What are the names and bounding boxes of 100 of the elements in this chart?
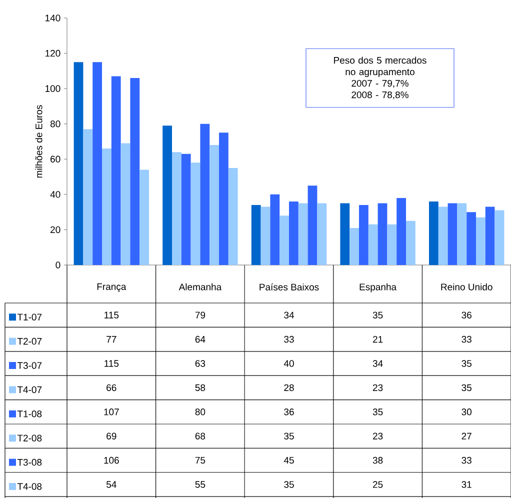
data-label: 35 (462, 360, 472, 367)
y-axis-title: milhões de Euros (35, 105, 42, 178)
y-tick-label: 100 (46, 85, 60, 92)
data-label: 68 (195, 432, 206, 440)
legend-label: T4-08 (17, 483, 42, 490)
data-label: 34 (372, 360, 383, 367)
bar (476, 217, 486, 265)
bar (83, 129, 93, 265)
data-label: 21 (372, 336, 383, 343)
data-label: 115 (104, 312, 119, 318)
bar (340, 203, 350, 265)
bar (438, 206, 448, 265)
x-tick-label: Reino Unido (441, 283, 492, 290)
bar (120, 143, 130, 265)
bar (359, 205, 368, 265)
data-label: 23 (372, 384, 383, 392)
legend-label: T2-08 (17, 434, 42, 442)
legend-label: T1-08 (17, 410, 42, 418)
data-label: 23 (372, 432, 383, 440)
bar (172, 152, 182, 265)
data-label: 27 (462, 432, 472, 440)
data-label: 30 (462, 408, 472, 416)
bar (200, 124, 210, 265)
legend-label: T3-08 (17, 458, 42, 466)
x-tick-label: França (97, 283, 126, 292)
bar (485, 206, 495, 265)
annotation: Peso dos 5 mercados (334, 56, 426, 64)
data-label: 79 (195, 312, 206, 318)
data-label: 28 (284, 384, 294, 392)
bar (387, 224, 397, 265)
bar (457, 203, 467, 265)
y-tick-label: 140 (46, 14, 60, 22)
data-label: 40 (284, 360, 294, 367)
data-label: 34 (284, 312, 294, 318)
bar (289, 201, 298, 265)
data-label: 35 (372, 312, 383, 318)
data-label: 107 (104, 408, 119, 416)
data-label: 69 (106, 432, 116, 440)
annotation: 2008 - 78,8% (352, 91, 408, 100)
data-label: 25 (372, 481, 383, 488)
bar (228, 168, 238, 265)
bar (130, 78, 140, 265)
data-label: 45 (284, 456, 294, 464)
legend-label: T3-07 (17, 362, 42, 369)
data-label: 33 (462, 336, 472, 343)
bar (350, 228, 359, 265)
data-label: 115 (104, 360, 119, 367)
bar (317, 203, 327, 265)
x-tick-label: Países Baixos (260, 283, 319, 290)
data-label: 35 (284, 432, 294, 440)
bar (190, 162, 200, 265)
y-tick-label: 0 (56, 262, 60, 268)
x-tick-label: Alemanha (178, 283, 222, 290)
data-label: 36 (284, 408, 294, 416)
data-label: 35 (284, 481, 294, 488)
legend-label: T1-07 (17, 314, 42, 320)
data-label: 35 (372, 408, 383, 416)
bar (298, 203, 308, 265)
data-label: 75 (195, 456, 206, 464)
bar (270, 194, 280, 265)
data-label: 106 (104, 456, 119, 464)
bar (494, 210, 504, 265)
bar (210, 145, 219, 265)
bar (219, 132, 228, 265)
bar (378, 203, 388, 265)
data-label: 36 (462, 312, 472, 318)
data-label: 55 (195, 481, 206, 488)
bar (396, 198, 406, 265)
x-tick-label: Espanha (360, 283, 397, 292)
data-label: 54 (106, 481, 116, 488)
bar (448, 203, 458, 265)
bar (251, 205, 261, 265)
data-label: 33 (462, 456, 472, 464)
y-tick-label: 60 (50, 156, 60, 163)
data-label: 31 (462, 481, 472, 488)
legend-label: T2-07 (17, 338, 42, 345)
bar (368, 224, 378, 265)
bar (102, 148, 112, 265)
data-label: 63 (195, 360, 206, 367)
annotation: no agrupamento (346, 68, 414, 78)
bar (181, 154, 191, 265)
bar (140, 170, 150, 265)
bar (429, 201, 438, 265)
y-tick-label: 20 (50, 226, 60, 234)
bar (111, 76, 121, 265)
data-label: 77 (106, 336, 116, 343)
data-label: 64 (195, 336, 206, 343)
bar (280, 216, 289, 265)
bar (466, 212, 476, 265)
y-tick-label: 80 (50, 120, 60, 128)
bar (260, 206, 270, 265)
y-tick-label: 40 (50, 191, 60, 198)
data-label: 80 (195, 408, 206, 416)
data-label: 33 (284, 336, 294, 343)
bar (74, 62, 84, 265)
data-label: 38 (372, 456, 383, 464)
data-label: 58 (195, 384, 206, 392)
bar (162, 126, 172, 265)
annotation: 2007 - 79,7% (352, 80, 408, 88)
bar (406, 220, 416, 265)
